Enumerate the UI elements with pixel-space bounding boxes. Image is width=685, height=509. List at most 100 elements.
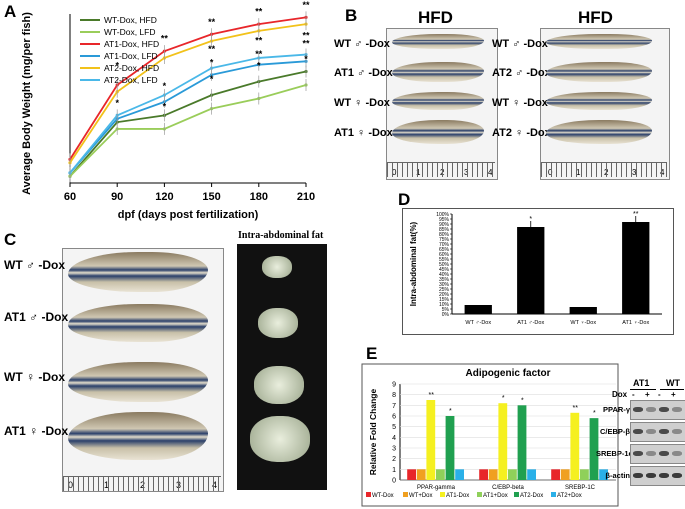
dissected-fish-label: WT ♂ -Dox bbox=[4, 258, 65, 272]
blot-strip bbox=[630, 422, 685, 442]
y-axis-label: Intra-abdominal fat(%) bbox=[409, 221, 418, 306]
dox-mark: + bbox=[671, 390, 676, 399]
significance-star: ** bbox=[208, 44, 216, 54]
series-line bbox=[69, 60, 307, 174]
blot-band bbox=[672, 451, 682, 456]
legend-label: AT1-Dox, HFD bbox=[104, 39, 159, 49]
y-axis-label: Relative Fold Change bbox=[368, 389, 378, 476]
fish-label-left: AT1 ♀ -Dox bbox=[334, 127, 393, 139]
significance-star: ** bbox=[302, 0, 310, 10]
x-axis-label: dpf (days post fertilization) bbox=[118, 209, 259, 221]
blot-row-label: β-actin bbox=[605, 471, 630, 480]
blot-group-at1: AT1 bbox=[633, 378, 650, 388]
x-tick-label: 210 bbox=[297, 191, 315, 203]
significance-star: * bbox=[449, 408, 452, 415]
fish-left bbox=[392, 62, 484, 82]
blot-band bbox=[672, 473, 682, 478]
bar bbox=[517, 405, 527, 480]
panel-label-b: B bbox=[345, 6, 358, 25]
y-tick-label: 10% bbox=[439, 302, 450, 308]
legend-label: WT-Dox bbox=[372, 493, 394, 499]
dissected-fish bbox=[68, 304, 208, 342]
bar bbox=[407, 469, 416, 480]
significance-star: ** bbox=[572, 405, 578, 412]
y-tick-label: 30% bbox=[439, 282, 450, 288]
blot-band bbox=[659, 407, 669, 412]
y-tick-label: 7 bbox=[392, 403, 396, 410]
panel-label-a: A bbox=[4, 2, 17, 21]
bar bbox=[589, 418, 599, 480]
fish-label-right: WT ♂ -Dox bbox=[492, 38, 548, 50]
series-line bbox=[69, 84, 307, 177]
series-line bbox=[69, 16, 307, 160]
y-tick-label: 2 bbox=[392, 456, 396, 463]
x-tick-label: 150 bbox=[202, 191, 220, 203]
chart-title: Adipogenic factor bbox=[465, 368, 550, 379]
panel-label-d: D bbox=[398, 190, 411, 209]
bar bbox=[436, 469, 445, 480]
panel-d-frame bbox=[402, 208, 674, 335]
y-tick-label: 35% bbox=[439, 277, 450, 283]
fish-label-left: WT ♂ -Dox bbox=[334, 38, 390, 50]
blot-group-line bbox=[630, 389, 656, 390]
blot-strip bbox=[630, 400, 685, 420]
fat-tissue bbox=[254, 366, 304, 404]
y-tick-label: 6 bbox=[392, 414, 396, 421]
blot-strip bbox=[630, 444, 685, 464]
legend-label: WT+Dox bbox=[409, 493, 433, 499]
blot-band bbox=[659, 451, 669, 456]
x-tick-label: 120 bbox=[155, 191, 173, 203]
series-line bbox=[69, 70, 307, 177]
panel-label-c: C bbox=[4, 230, 17, 249]
y-axis-label: Average Body Weight (mg/per fish) bbox=[21, 12, 33, 195]
significance-star: * bbox=[529, 216, 532, 223]
bar bbox=[551, 469, 560, 480]
x-tick-label: 60 bbox=[64, 191, 76, 203]
dissected-fish bbox=[68, 412, 208, 460]
significance-star: ** bbox=[208, 17, 216, 27]
y-tick-label: 3 bbox=[392, 446, 396, 453]
blot-band bbox=[646, 407, 656, 412]
dox-mark: + bbox=[645, 390, 650, 399]
blot-band bbox=[646, 429, 656, 434]
significance-star: * bbox=[257, 61, 261, 71]
y-tick-label: 1 bbox=[392, 467, 396, 474]
blot-group-line-2 bbox=[660, 389, 684, 390]
y-tick-label: 100% bbox=[436, 212, 449, 218]
fat-tissue bbox=[262, 256, 292, 278]
y-tick-label: 0% bbox=[442, 312, 450, 318]
category-label: WT ♂-Dox bbox=[465, 320, 491, 326]
y-tick-label: 60% bbox=[439, 252, 450, 258]
blot-row-label: SREBP-1c bbox=[596, 449, 633, 458]
significance-star: * bbox=[163, 81, 167, 91]
x-tick-label: 90 bbox=[111, 191, 123, 203]
panel-label-e: E bbox=[366, 344, 378, 363]
significance-star: ** bbox=[302, 30, 310, 40]
y-tick-label: 50% bbox=[439, 262, 450, 268]
fish-left bbox=[392, 120, 484, 144]
blot-band bbox=[672, 429, 682, 434]
dox-mark: - bbox=[632, 390, 635, 399]
significance-star: * bbox=[115, 98, 119, 108]
y-tick-label: 4 bbox=[392, 435, 396, 442]
bar bbox=[569, 307, 597, 314]
blot-row-label: PPAR-γ bbox=[603, 405, 630, 414]
fish-right bbox=[546, 120, 652, 144]
fish-right bbox=[546, 34, 652, 49]
bar bbox=[570, 412, 580, 480]
y-tick-label: 65% bbox=[439, 247, 450, 253]
fish-label-right: WT ♀ -Dox bbox=[492, 97, 548, 109]
significance-star: * bbox=[210, 57, 214, 67]
fish-label-right: AT2 ♀ -Dox bbox=[492, 127, 551, 139]
legend-swatch bbox=[403, 492, 408, 497]
y-tick-label: 5 bbox=[392, 424, 396, 431]
legend-label: AT2-Dox, HFD bbox=[104, 63, 159, 73]
fish-label-left: AT1 ♂ -Dox bbox=[334, 67, 393, 79]
dissected-fish bbox=[68, 362, 208, 402]
significance-star: * bbox=[521, 397, 524, 404]
significance-star: ** bbox=[255, 35, 263, 45]
bar bbox=[560, 469, 570, 480]
fish-right bbox=[546, 92, 652, 110]
blot-band bbox=[646, 473, 656, 478]
dox-mark: - bbox=[658, 390, 661, 399]
